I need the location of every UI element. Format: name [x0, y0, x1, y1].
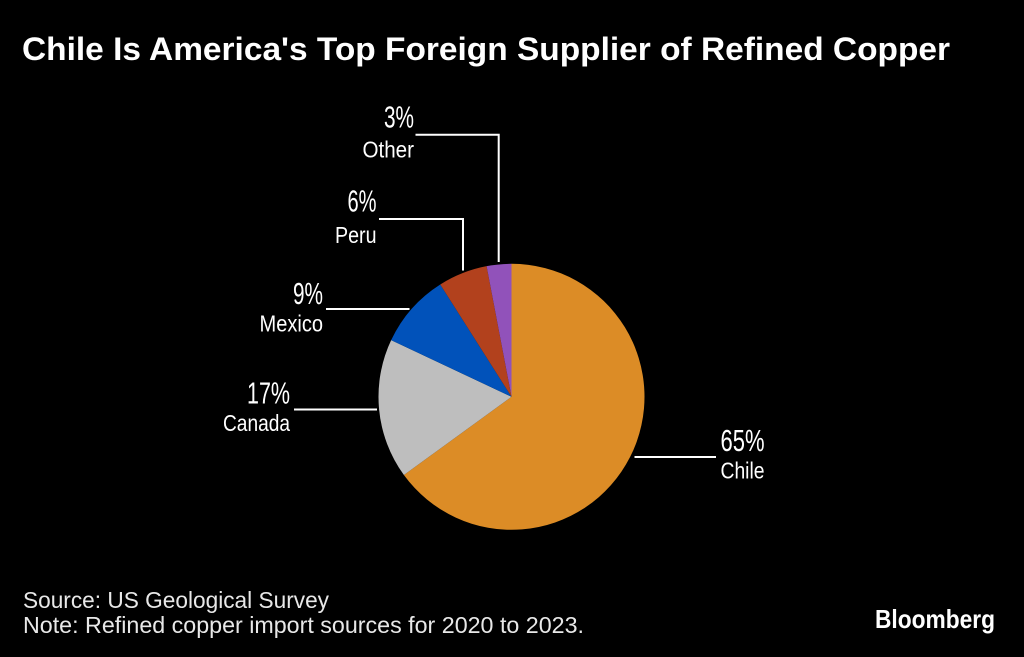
pie-slice-other	[486, 263, 512, 397]
source-text: Source: US Geological Survey	[23, 587, 329, 613]
chart-title: Chile Is America's Top Foreign Supplier …	[22, 31, 950, 67]
slice-labels: 65%Chile 17%Canada 9%Mexico 6% Peru 3%Other	[223, 100, 765, 484]
pie-chart	[378, 263, 645, 530]
leader-lines	[294, 133, 716, 458]
pie-slice-peru	[440, 266, 512, 397]
pct-label-mexico: 9%	[293, 276, 323, 311]
pie-slice-mexico	[391, 284, 512, 397]
leader-line-other	[415, 133, 500, 262]
name-label-other: Other	[363, 137, 415, 163]
name-label-canada: Canada	[223, 410, 290, 436]
name-label-peru: Peru	[335, 222, 377, 248]
leader-line-peru	[379, 218, 464, 271]
name-label-chile: Chile	[721, 458, 765, 484]
pct-label-chile: 65%	[721, 423, 765, 458]
pie-slice-canada	[378, 340, 512, 475]
pct-label-canada: 17%	[247, 376, 290, 411]
name-label-mexico: Mexico	[260, 311, 324, 337]
pct-label-peru: 6%	[348, 184, 377, 219]
bloomberg-logo: Bloomberg	[875, 604, 995, 634]
pie-slice-chile	[403, 263, 645, 530]
pct-label-other: 3%	[384, 100, 414, 135]
note-text: Note: Refined copper import sources for …	[23, 612, 584, 638]
